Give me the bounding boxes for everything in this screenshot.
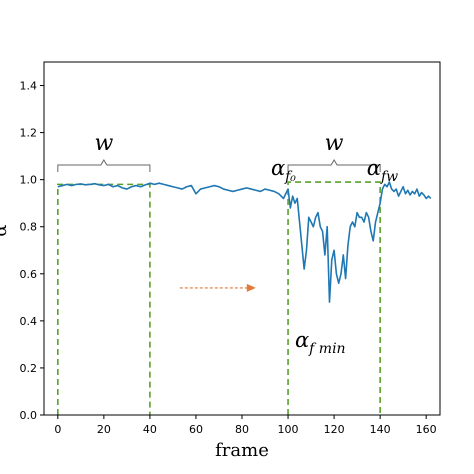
x-tick-label: 120 <box>324 423 345 436</box>
x-tick-label: 20 <box>97 423 111 436</box>
y-tick-label: 1.4 <box>20 80 38 93</box>
window-bracket-2 <box>287 159 381 172</box>
alpha-fw-subscript: fw <box>380 169 398 185</box>
overlay-layer <box>57 181 381 415</box>
alpha-f0-symbol: α <box>271 156 285 180</box>
y-tick-label: 0.0 <box>20 409 38 422</box>
window-bracket-label-1: w <box>94 131 113 156</box>
window-bracket-1 <box>57 159 151 172</box>
x-tick-label: 80 <box>235 423 249 436</box>
x-axis-title: frame <box>215 440 269 461</box>
y-axis-title: α <box>0 224 11 236</box>
x-tick-label: 100 <box>278 423 299 436</box>
alpha-fmin-label: αf min <box>295 328 346 357</box>
y-tick-label: 0.6 <box>20 268 38 281</box>
tick-layer: 0 20 40 60 80 100 120 140 160 0.0 0.2 0.4 0.6 0.8 1.0 1… <box>20 80 437 436</box>
x-tick-label: 60 <box>189 423 203 436</box>
y-tick-label: 0.4 <box>20 315 38 328</box>
shift-arrow-head <box>246 283 256 292</box>
x-tick-label: 140 <box>370 423 391 436</box>
window-rectangle-2 <box>287 181 381 415</box>
series-layer <box>57 181 432 303</box>
alpha-f0-label: αf₀ <box>271 156 296 185</box>
alpha-fw-label: αfw <box>367 156 398 185</box>
x-tick-label: 40 <box>143 423 157 436</box>
y-tick-label: 1.0 <box>20 174 38 187</box>
alpha-fw-symbol: α <box>367 156 381 180</box>
y-tick-label: 0.2 <box>20 362 38 375</box>
y-tick-label: 1.2 <box>20 127 38 140</box>
alpha-fmin-symbol: α <box>295 328 309 352</box>
y-tick-label: 0.8 <box>20 221 38 234</box>
alpha-fmin-subscript: f min <box>308 341 345 357</box>
alpha-f0-subscript: f₀ <box>284 169 296 185</box>
x-tick-label: 160 <box>416 423 437 436</box>
x-tick-label: 0 <box>54 423 61 436</box>
window-rectangle-1 <box>57 183 151 415</box>
window-bracket-label-2: w <box>325 131 344 156</box>
series-line-1 <box>57 181 432 303</box>
